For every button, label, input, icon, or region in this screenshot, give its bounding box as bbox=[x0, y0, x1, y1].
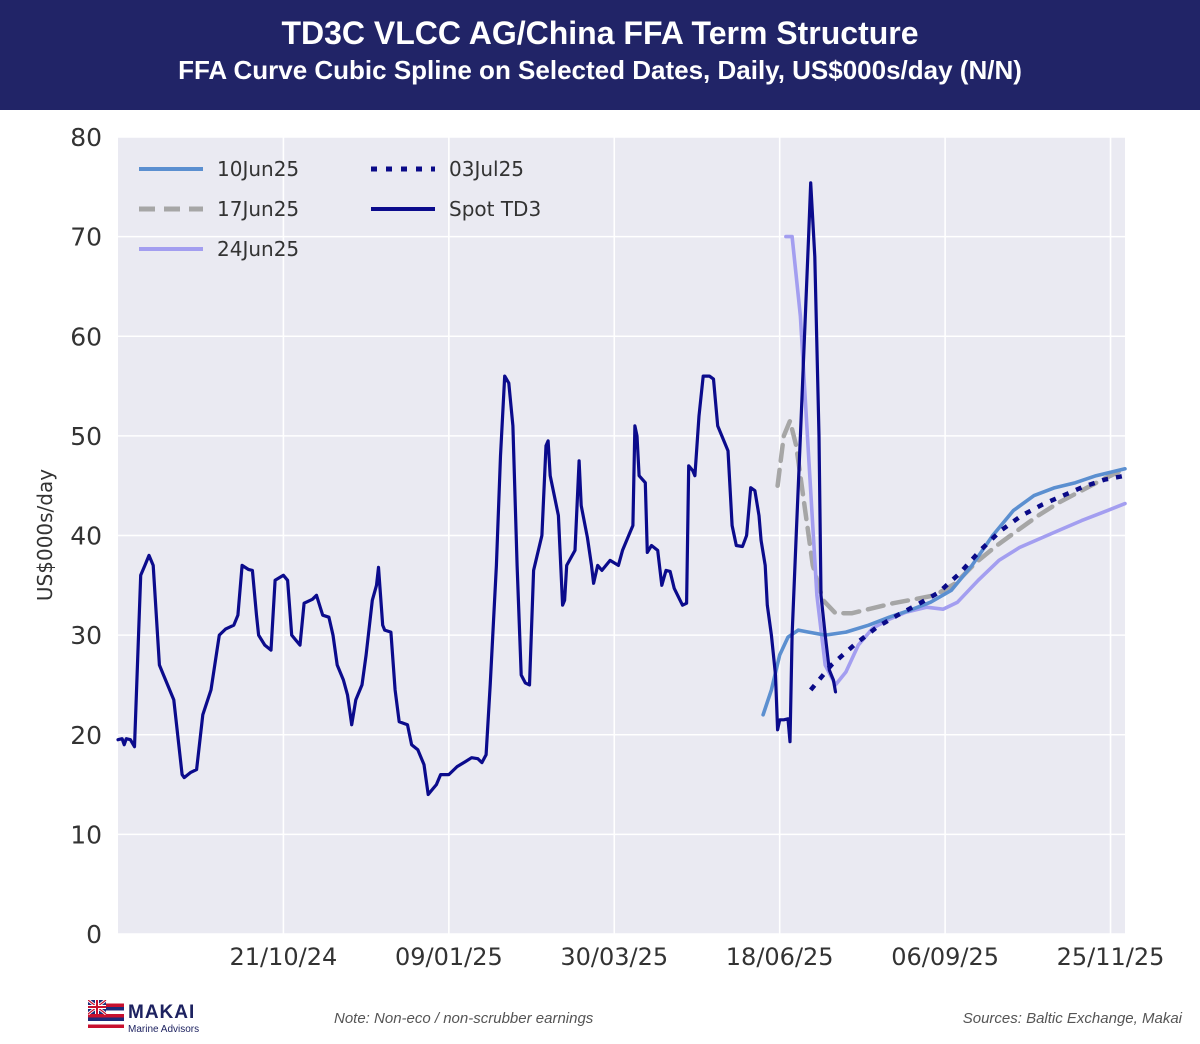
y-tick-label: 40 bbox=[70, 522, 102, 551]
y-tick-label: 10 bbox=[70, 820, 102, 849]
series-lines bbox=[116, 181, 1128, 797]
legend-label: 10Jun25 bbox=[217, 157, 299, 181]
legend-label: Spot TD3 bbox=[449, 197, 541, 221]
chart-title: TD3C VLCC AG/China FFA Term Structure bbox=[281, 15, 919, 51]
x-tick-label: 25/11/25 bbox=[1057, 943, 1165, 971]
legend-label: 17Jun25 bbox=[217, 197, 299, 221]
x-tick-label: 06/09/25 bbox=[891, 943, 999, 971]
grid-lines bbox=[118, 136, 1125, 935]
chart-header: TD3C VLCC AG/China FFA Term Structure FF… bbox=[0, 0, 1200, 110]
hawaii-flag-icon bbox=[87, 998, 124, 1028]
footnote: Note: Non-eco / non-scrubber earnings bbox=[334, 1010, 594, 1027]
y-tick-label: 0 bbox=[86, 920, 102, 949]
chart-subtitle: FFA Curve Cubic Spline on Selected Dates… bbox=[178, 55, 1022, 85]
sources-note: Sources: Baltic Exchange, Makai bbox=[962, 1010, 1182, 1027]
y-tick-label: 20 bbox=[70, 721, 102, 750]
x-tick-label: 21/10/24 bbox=[230, 943, 338, 971]
x-tick-label: 18/06/25 bbox=[726, 943, 834, 971]
legend: 10Jun25 17Jun25 24Jun25 03Jul25 Spot TD3 bbox=[139, 157, 541, 261]
x-tick-label: 09/01/25 bbox=[395, 943, 503, 971]
y-tick-label: 80 bbox=[70, 123, 102, 152]
x-tick-label: 30/03/25 bbox=[560, 943, 668, 971]
legend-label: 03Jul25 bbox=[449, 157, 524, 181]
legend-label: 24Jun25 bbox=[217, 237, 299, 261]
y-axis-label: US$000s/day bbox=[33, 469, 57, 601]
line-chart: 0 10 20 30 40 50 60 70 80 21/10/24 09/01/25 30/03/… bbox=[33, 123, 1165, 971]
logo-name: MAKAI bbox=[128, 1002, 196, 1023]
x-tick-labels: 21/10/24 09/01/25 30/03/25 18/06/25 06/09/25… bbox=[230, 943, 1165, 971]
series-line-spot-td3 bbox=[116, 181, 838, 797]
y-tick-labels: 0 10 20 30 40 50 60 70 80 bbox=[70, 123, 102, 949]
y-tick-label: 50 bbox=[70, 422, 102, 451]
makai-logo: MAKAI Marine Advisors bbox=[87, 998, 199, 1035]
logo-subtitle: Marine Advisors bbox=[128, 1024, 200, 1035]
series-line-17jun25 bbox=[775, 418, 1128, 616]
y-tick-label: 30 bbox=[70, 621, 102, 650]
y-tick-label: 70 bbox=[70, 223, 102, 252]
y-tick-label: 60 bbox=[70, 322, 102, 351]
